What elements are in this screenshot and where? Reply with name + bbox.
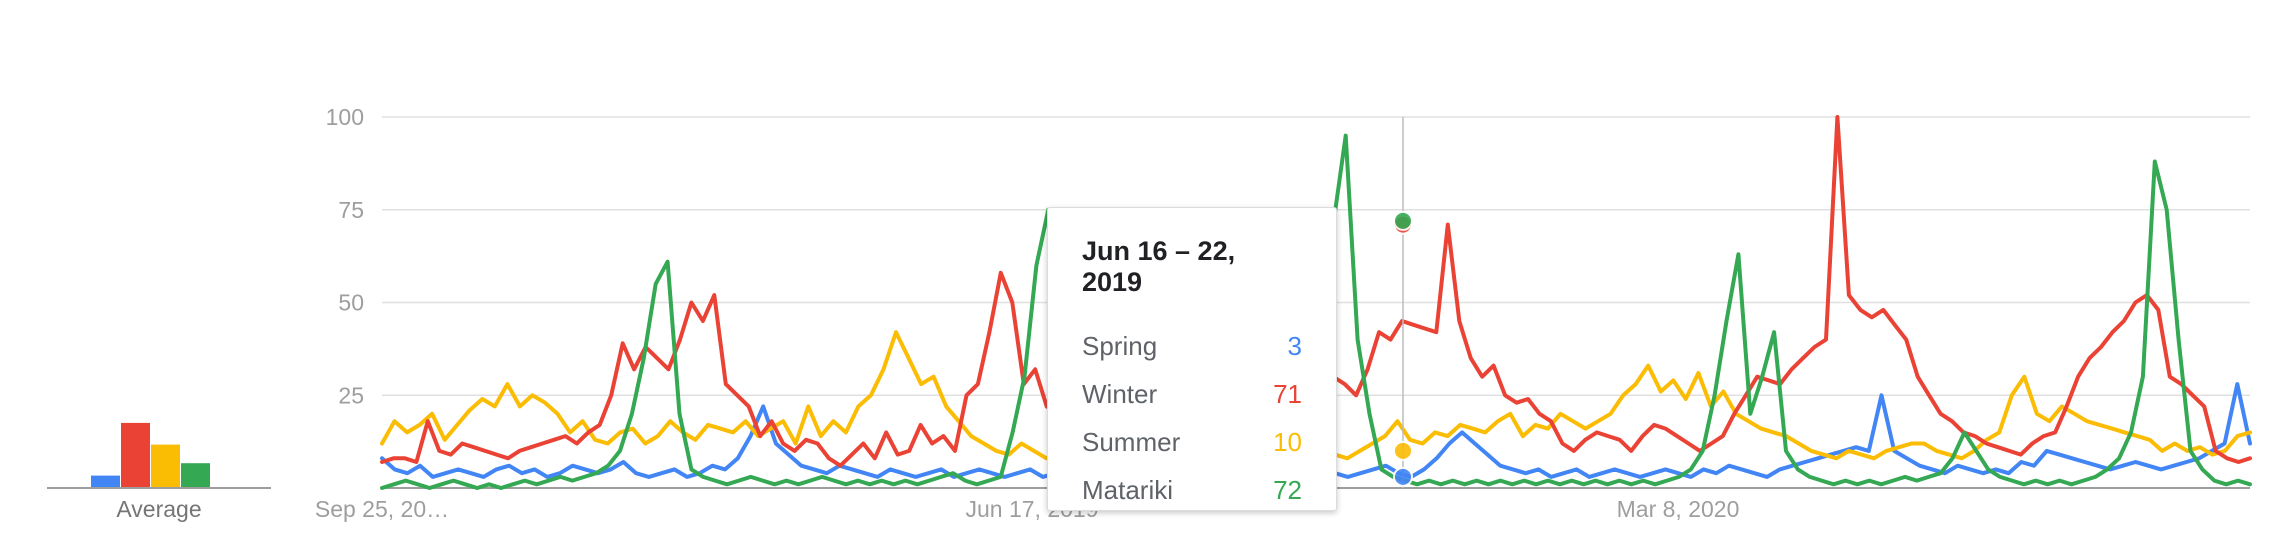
x-tick-label: Mar 8, 2020 [1617,496,1740,522]
tooltip-name: Winter [1082,378,1158,409]
y-tick-label: 100 [326,104,364,130]
y-tick-label: 25 [338,382,364,408]
tooltip-value: 71 [1273,378,1302,409]
tooltip-title: Jun 16 – 22, 2019 [1082,236,1236,297]
tooltip-name: Spring [1082,330,1158,361]
x-tick-label: Sep 25, 20… [315,496,449,522]
tooltip-value: 72 [1273,474,1302,505]
tooltip: Jun 16 – 22, 2019 Spring 3 Winter 71 Sum… [1047,207,1337,511]
average-bars: Average [47,422,271,522]
tooltip-row-matariki: Matariki 72 [1082,466,1302,514]
tooltip-value: 3 [1287,330,1302,361]
average-bar-matariki [181,463,210,488]
tooltip-row-winter: Winter 71 [1082,370,1302,418]
y-tick-label: 50 [338,290,364,316]
hover-dot-summer [1393,440,1413,461]
tooltip-row-summer: Summer 10 [1082,418,1302,466]
average-bar-spring [91,475,120,488]
tooltip-row-spring: Spring 3 [1082,322,1302,370]
hover-markers [1393,117,1413,488]
average-label: Average [116,496,201,522]
tooltip-name: Summer [1082,426,1181,457]
hover-dot-matariki [1393,210,1413,231]
y-tick-label: 75 [338,197,364,223]
tooltip-name: Matariki [1082,474,1174,505]
average-bar-summer [151,444,180,488]
average-bar-winter [121,422,150,488]
hover-dot-spring [1393,466,1413,487]
tooltip-value: 10 [1273,426,1302,457]
